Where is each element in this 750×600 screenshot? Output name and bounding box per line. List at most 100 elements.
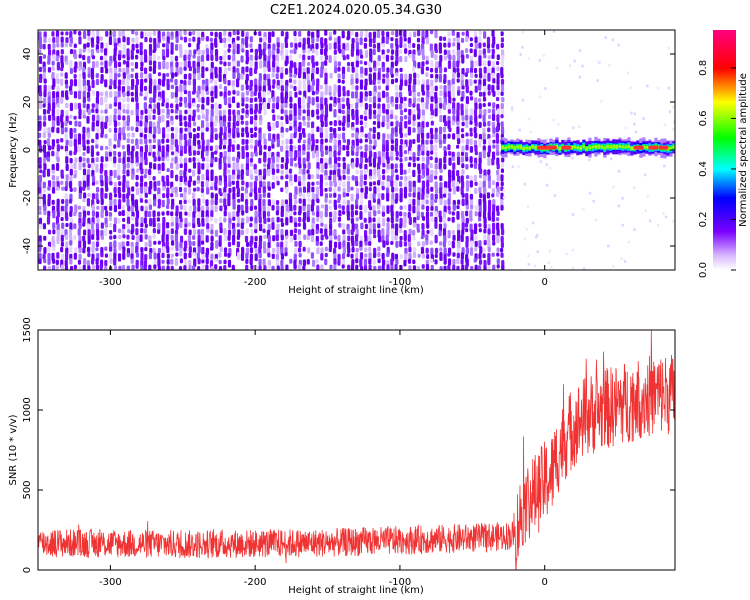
heatmap-cell <box>91 246 95 254</box>
heatmap-cell <box>311 37 315 44</box>
heatmap-cell <box>210 186 214 191</box>
heatmap-cell <box>368 42 373 48</box>
heatmap-cell <box>333 228 337 237</box>
heatmap-cell <box>108 151 112 157</box>
heatmap-cell <box>483 265 487 270</box>
heatmap-cell <box>117 61 122 68</box>
heatmap-cell <box>60 48 64 55</box>
heatmap-cell <box>439 252 443 262</box>
heatmap-cell <box>461 115 465 121</box>
heatmap-cell <box>399 157 403 163</box>
heatmap-cell <box>381 186 385 191</box>
heatmap-cell <box>483 228 487 234</box>
heatmap-cell <box>328 103 333 112</box>
heatmap-cell <box>56 144 60 152</box>
heatmap-cell <box>284 85 289 93</box>
heatmap-cell <box>192 102 196 107</box>
heatmap-cell <box>491 54 495 60</box>
heatmap-cell <box>364 223 368 230</box>
heatmap-cell <box>134 61 139 69</box>
heatmap-cell <box>121 210 125 217</box>
heatmap-cell <box>179 258 184 264</box>
heatmap-cell <box>144 78 148 83</box>
heatmap-cell <box>319 97 324 106</box>
heatmap-cell <box>276 48 280 54</box>
heatmap-cell <box>403 229 407 237</box>
heatmap-cell <box>302 265 306 270</box>
heatmap-cell <box>421 121 425 129</box>
heatmap-cell <box>351 240 355 247</box>
heatmap-cell <box>487 145 491 154</box>
heatmap-cell <box>407 168 411 174</box>
heatmap-cell <box>456 265 460 270</box>
heatmap-cell <box>451 240 455 249</box>
heatmap-cell <box>232 216 236 221</box>
heatmap-cell <box>60 42 64 48</box>
heatmap-cell <box>341 97 345 103</box>
heatmap-cell <box>491 187 496 195</box>
heatmap-cell <box>148 252 153 260</box>
heatmap-cell <box>223 132 227 141</box>
heatmap-cell <box>39 169 43 174</box>
heatmap-cell <box>360 187 364 193</box>
heatmap-cell <box>46 109 51 114</box>
heatmap-cell <box>272 54 276 62</box>
heatmap-cell <box>430 79 434 88</box>
heatmap-cell <box>126 120 130 127</box>
heatmap-cell <box>408 103 412 108</box>
heatmap-cell <box>192 211 196 219</box>
heatmap-cell <box>474 42 478 50</box>
heatmap-cell <box>315 43 319 50</box>
heatmap-cell <box>394 60 398 67</box>
heatmap-cell <box>289 72 293 78</box>
heatmap-cell <box>333 192 337 198</box>
heatmap-cell <box>60 78 64 87</box>
heatmap-cell <box>492 60 496 70</box>
heatmap-cell <box>126 55 130 61</box>
heatmap-cell <box>91 121 95 128</box>
heatmap-cell <box>271 253 275 260</box>
heatmap-cell <box>113 258 117 266</box>
heatmap-cell <box>258 252 262 259</box>
heatmap-cell <box>421 216 426 221</box>
heatmap-cell <box>633 186 636 190</box>
heatmap-cell <box>430 199 434 207</box>
heatmap-cell <box>483 54 487 59</box>
heatmap-cell <box>148 210 152 218</box>
heatmap-cell <box>461 67 465 76</box>
heatmap-cell <box>452 264 456 270</box>
heatmap-cell <box>460 103 464 111</box>
heatmap-cell <box>91 210 96 217</box>
heatmap-cell <box>262 228 266 234</box>
heatmap-cell <box>241 132 245 138</box>
heatmap-cell <box>245 163 249 171</box>
heatmap-cell <box>311 78 315 87</box>
heatmap-cell <box>171 72 175 79</box>
heatmap-cell <box>470 240 474 248</box>
heatmap-cell <box>69 210 73 217</box>
heatmap-cell <box>364 138 368 143</box>
heatmap-cell <box>452 258 456 265</box>
heatmap-cell <box>351 162 355 169</box>
heatmap-cell <box>51 60 55 66</box>
heatmap-cell <box>170 132 175 140</box>
heatmap-cell <box>316 103 320 109</box>
heatmap-cell <box>496 211 500 217</box>
heatmap-cell <box>135 108 139 117</box>
heatmap-cell <box>316 174 320 180</box>
heatmap-cell <box>469 108 473 117</box>
heatmap-cell <box>285 138 289 145</box>
heatmap-cell <box>399 144 403 152</box>
heatmap-cell <box>113 193 118 198</box>
heatmap-cell <box>319 85 323 90</box>
heatmap-cell <box>473 108 478 116</box>
heatmap-cell <box>100 145 104 151</box>
heatmap-cell <box>82 210 87 219</box>
heatmap-cell <box>496 235 500 244</box>
heatmap-cell <box>624 126 628 130</box>
heatmap-cell <box>465 228 469 233</box>
heatmap-cell <box>170 240 175 246</box>
heatmap-cell <box>38 78 43 84</box>
heatmap-cell <box>227 169 231 174</box>
